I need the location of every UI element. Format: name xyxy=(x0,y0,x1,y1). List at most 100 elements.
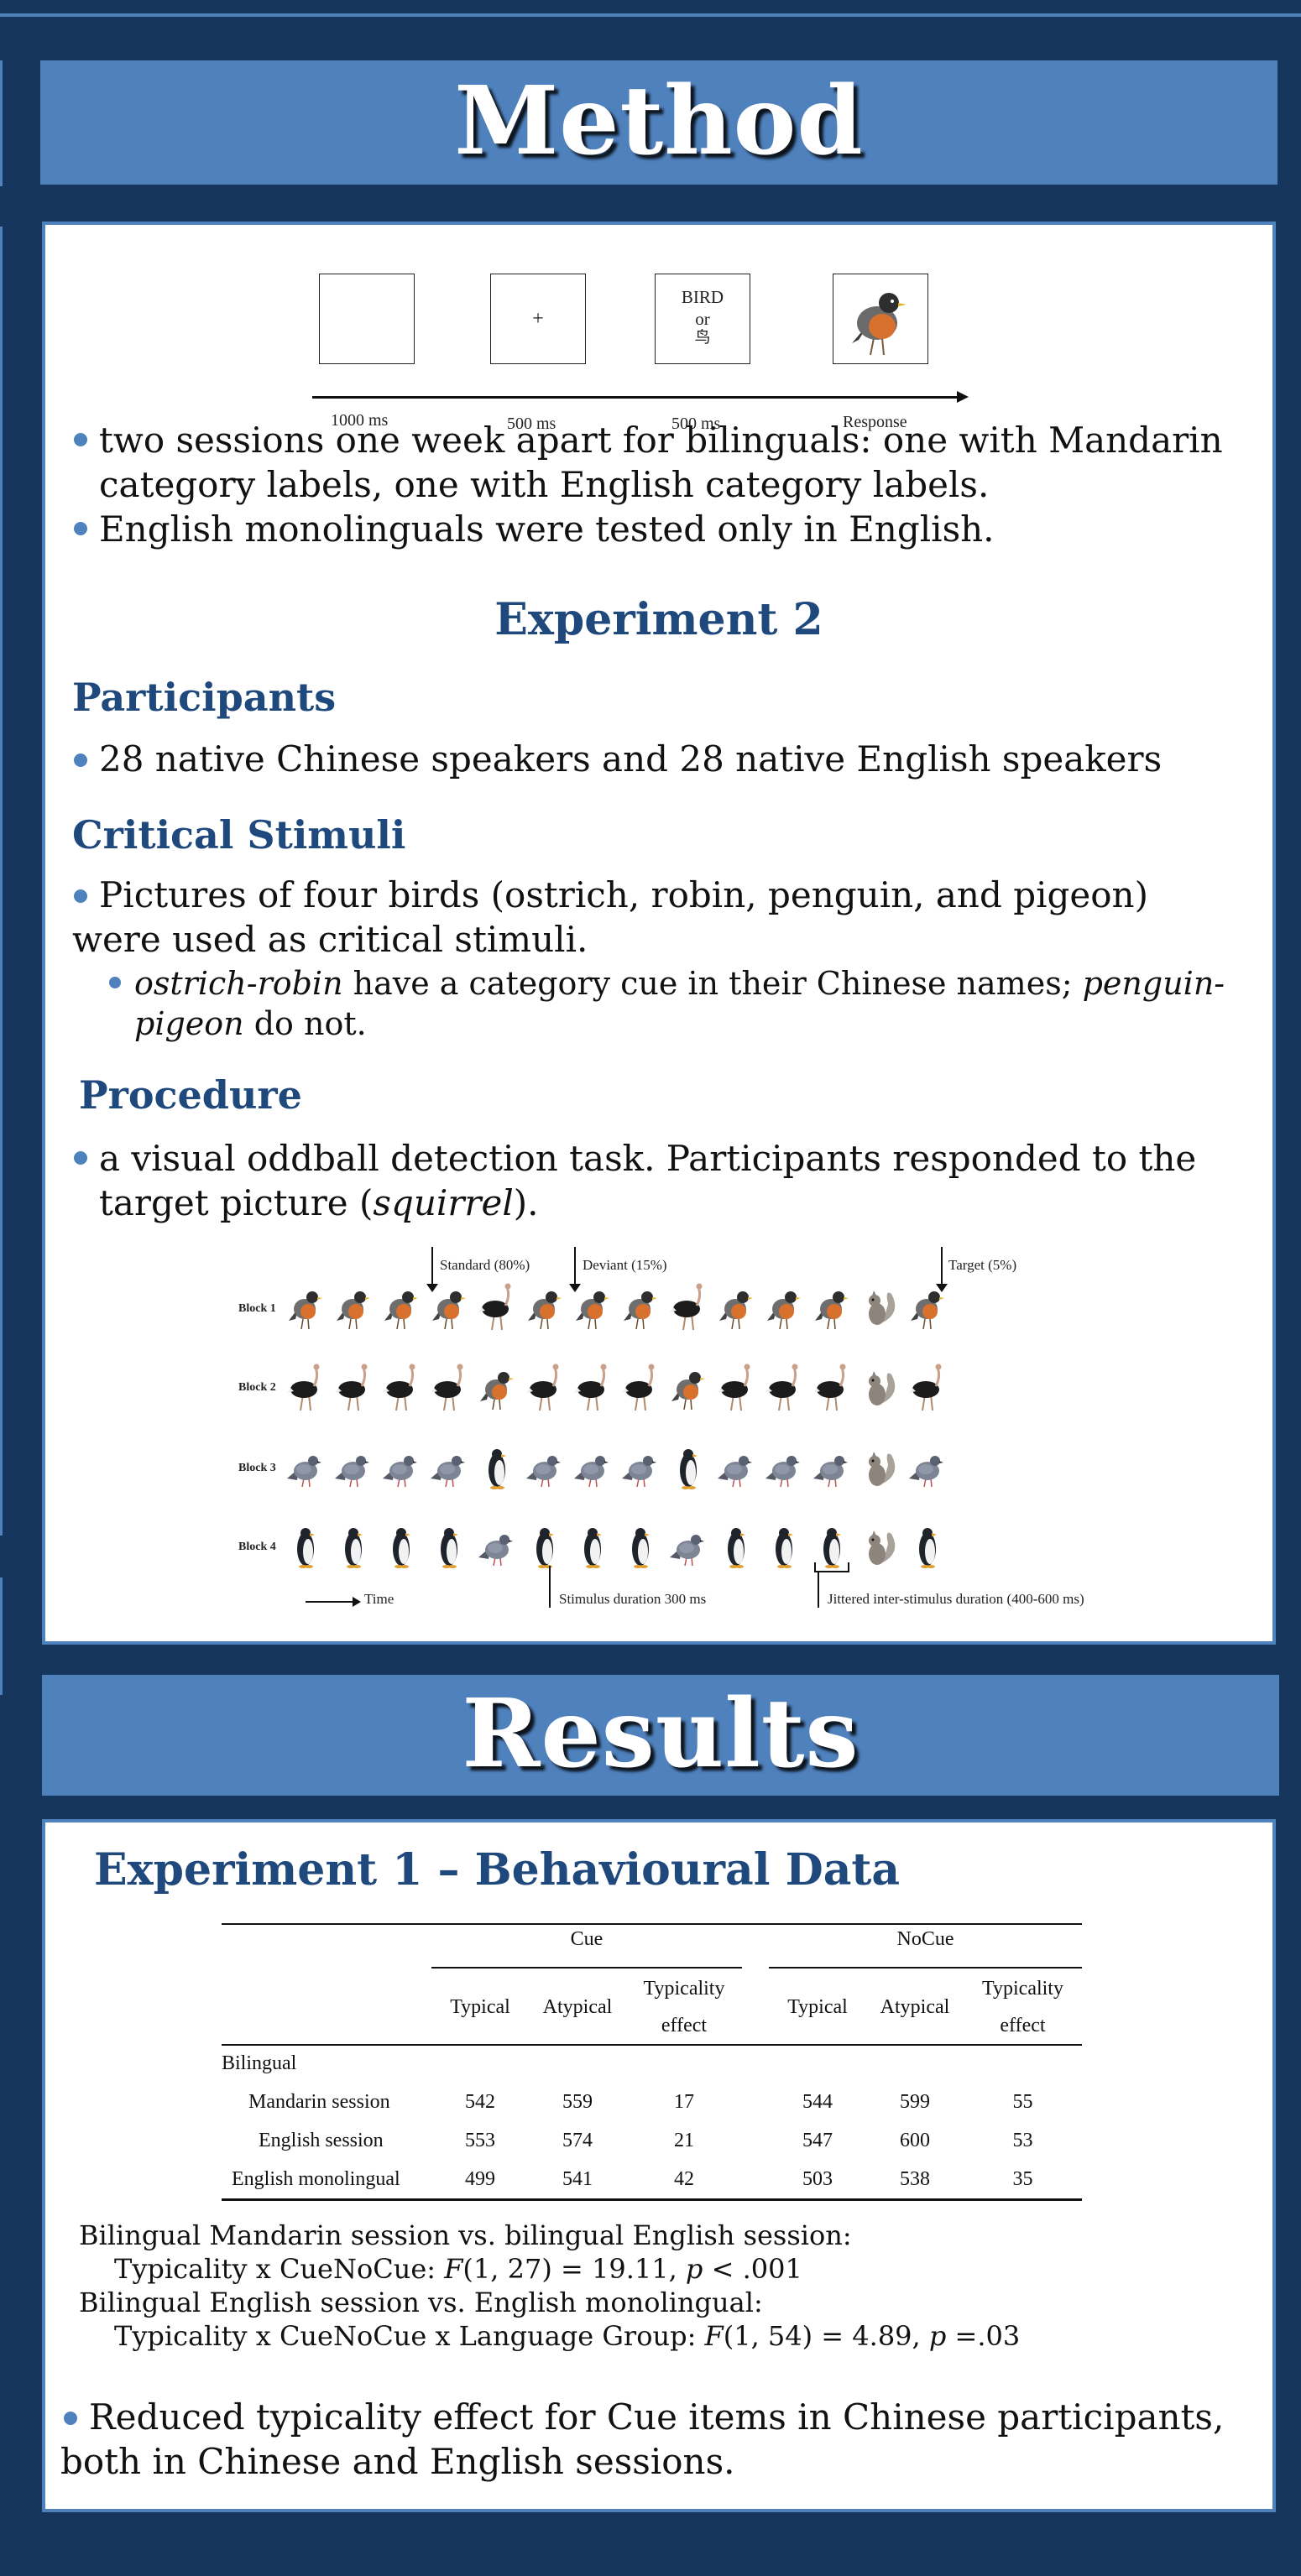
results-banner: Results xyxy=(42,1675,1279,1796)
participants-heading: Participants xyxy=(72,675,337,720)
target-pointer xyxy=(941,1247,943,1287)
ostrich-icon xyxy=(335,1364,368,1411)
ostrich-icon xyxy=(622,1364,655,1411)
table-cell: 600 xyxy=(900,2129,930,2151)
col-header-typical: Typical xyxy=(787,1995,848,2018)
col-header-atypical: Atypical xyxy=(542,1995,613,2018)
block-label-2: Block 2 xyxy=(238,1381,276,1394)
penguin-icon xyxy=(632,1528,650,1568)
ostrich-icon xyxy=(909,1364,942,1411)
cue-group-rule xyxy=(431,1967,742,1969)
isi-label: Jittered inter-stimulus duration (400-60… xyxy=(828,1591,1084,1607)
pigeon-icon xyxy=(478,1535,513,1567)
pigeon-icon xyxy=(622,1456,656,1488)
penguin-icon xyxy=(680,1449,698,1489)
effect-line-2: effect xyxy=(1000,2015,1046,2036)
robin-icon xyxy=(911,1291,944,1330)
penguin-icon xyxy=(393,1528,410,1568)
stat-1-p-value: < .001 xyxy=(703,2253,802,2285)
stimuli-italic-2: penguin-pigeon xyxy=(134,965,1225,1042)
robin-icon xyxy=(852,293,907,356)
method-bullet-2: English monolinguals were tested only in… xyxy=(74,507,1249,551)
penguin-icon xyxy=(441,1528,458,1568)
row-label: English monolingual xyxy=(232,2167,400,2190)
word-chinese: 鸟 xyxy=(694,329,711,347)
table-cell: 538 xyxy=(900,2167,930,2190)
word-bird: BIRD xyxy=(681,287,724,307)
deviant-pointer xyxy=(574,1247,576,1287)
procedure-text: a visual oddball detection task. Partici… xyxy=(74,1136,1249,1225)
table-top-rule xyxy=(222,1923,1082,1925)
participants-bullet: 28 native Chinese speakers and 28 native… xyxy=(72,737,1247,781)
stimulus-duration-label: Stimulus duration 300 ms xyxy=(559,1591,707,1607)
ostrich-icon xyxy=(574,1364,607,1411)
robin-icon xyxy=(480,1372,514,1411)
table-section-row: Bilingual xyxy=(222,2044,1082,2083)
method-bullet-text-1: two sessions one week apart for bilingua… xyxy=(99,420,1223,505)
method-bullet-text-2: English monolinguals were tested only in… xyxy=(99,508,995,550)
robin-icon xyxy=(624,1291,657,1330)
table-cell: 503 xyxy=(802,2167,833,2190)
bullet-icon xyxy=(74,889,87,903)
stat-2-p-symbol: p xyxy=(928,2320,947,2352)
robin-icon xyxy=(671,1372,705,1411)
squirrel-icon xyxy=(869,1291,896,1325)
arrow-down-icon xyxy=(936,1284,948,1292)
pigeon-icon xyxy=(287,1456,321,1488)
table-bottom-rule xyxy=(222,2198,1082,2201)
row-label: English session xyxy=(259,2129,384,2151)
ostrich-icon xyxy=(383,1364,415,1411)
target-label: Target (5%) xyxy=(948,1257,1017,1273)
robin-icon xyxy=(528,1291,562,1330)
pigeon-icon xyxy=(813,1456,848,1488)
col-header-effect: Typicality effect xyxy=(626,1970,742,2044)
table-cell: 553 xyxy=(465,2129,495,2151)
pigeon-icon xyxy=(670,1535,704,1567)
bullet-icon xyxy=(74,1151,87,1165)
timeline-label-4: Response xyxy=(843,413,907,431)
stat-1-title: Bilingual Mandarin session vs. bilingual… xyxy=(79,2219,852,2251)
response-screen xyxy=(833,274,928,364)
block-label-4: Block 4 xyxy=(238,1541,276,1553)
squirrel-icon xyxy=(869,1530,896,1565)
bullet-icon xyxy=(74,754,87,767)
time-label: Time xyxy=(364,1591,394,1607)
ostrich-icon xyxy=(287,1364,320,1411)
stimuli-sub-bullet: ostrich-robin have a category cue in the… xyxy=(109,963,1234,1044)
arrow-head-icon xyxy=(957,391,969,403)
penguin-icon xyxy=(919,1528,937,1568)
pigeon-icon xyxy=(383,1456,417,1488)
left-edge-accent xyxy=(0,60,3,186)
ostrich-icon xyxy=(718,1364,750,1411)
isi-pointer xyxy=(818,1572,819,1608)
trial-timeline-figure: + BIRD or 鸟 1000 ms 500 ms 500 ms Respon… xyxy=(297,258,985,433)
robin-icon xyxy=(767,1291,801,1330)
table-header-row: Typical Atypical Typicality effect Typica… xyxy=(222,1970,1082,2044)
stat-2-f-symbol: F xyxy=(704,2320,724,2352)
stat-1-f-value: (1, 27) = 19.11, xyxy=(462,2253,686,2285)
procedure-italic: squirrel xyxy=(373,1182,514,1223)
fixation-screen: + xyxy=(490,274,586,364)
stat-2-p-value: =.03 xyxy=(946,2320,1021,2352)
blank-screen xyxy=(319,274,415,364)
left-edge-accent xyxy=(0,1577,3,1695)
conclusion-bullet: Reduced typicality effect for Cue items … xyxy=(60,2395,1252,2484)
stimuli-sub-part-1: have a category cue in their Chinese nam… xyxy=(342,965,1083,1002)
standard-pointer xyxy=(431,1247,433,1287)
standard-label: Standard (80%) xyxy=(440,1257,530,1273)
ostrich-icon xyxy=(670,1283,703,1331)
table-cell: 574 xyxy=(562,2129,593,2151)
oddball-paradigm-figure: Standard (80%) Deviant (15%) Target (5%)… xyxy=(238,1247,1128,1633)
stat-2-f-value: (1, 54) = 4.89, xyxy=(723,2320,929,2352)
robin-icon xyxy=(719,1291,753,1330)
penguin-icon xyxy=(297,1528,315,1568)
col-header-typical: Typical xyxy=(450,1995,510,2018)
table-cell: 599 xyxy=(900,2090,930,2113)
arrow-down-icon xyxy=(569,1284,581,1292)
bullet-icon xyxy=(109,977,121,988)
robin-icon xyxy=(432,1291,466,1330)
timeline-label-2: 500 ms xyxy=(507,415,556,433)
experiment-2-heading: Experiment 2 xyxy=(494,594,823,645)
stat-1-f-symbol: F xyxy=(444,2253,463,2285)
pigeon-icon xyxy=(765,1456,800,1488)
